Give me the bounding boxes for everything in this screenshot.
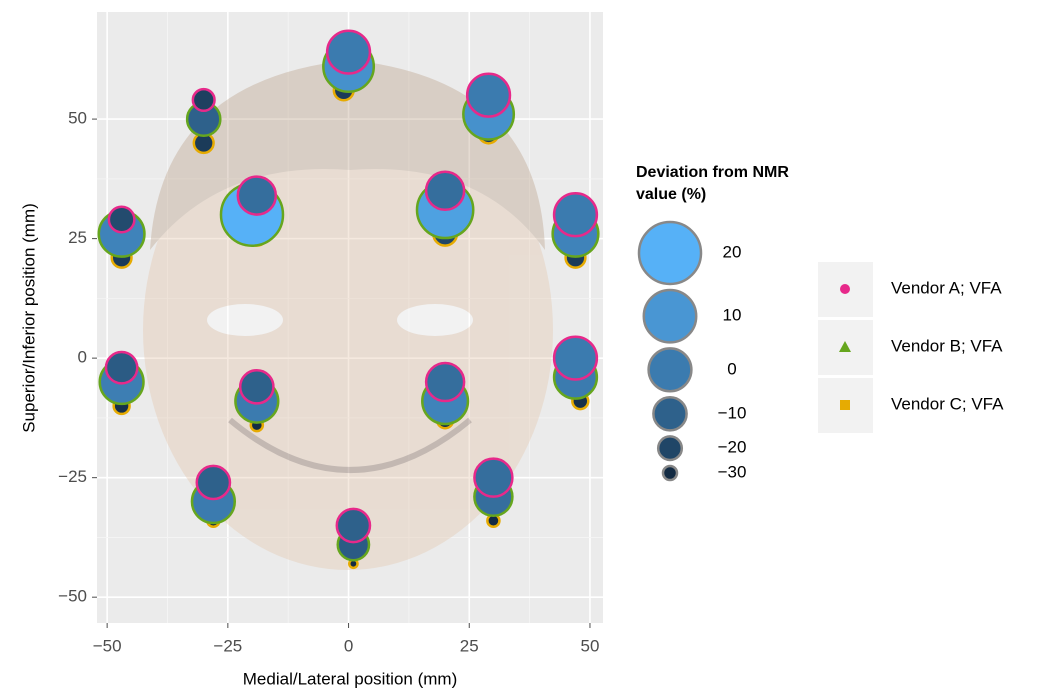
y-tick-label: 0 xyxy=(78,348,87,367)
eye xyxy=(397,304,473,336)
x-tick-label: 0 xyxy=(344,636,353,655)
bubble xyxy=(424,361,466,403)
bubble xyxy=(552,192,599,238)
x-tick-label: 50 xyxy=(581,636,600,655)
size-legend-label: −20 xyxy=(718,438,747,457)
points xyxy=(97,29,600,570)
grid xyxy=(97,12,603,623)
size-legend-label: 0 xyxy=(727,359,736,378)
legend-marker xyxy=(839,341,851,352)
size-legend-key xyxy=(637,220,703,286)
bubble xyxy=(473,457,514,498)
legend-label: Vendor A; VFA xyxy=(891,278,1002,297)
size-legend-label: −30 xyxy=(718,462,747,481)
y-tick-label: −25 xyxy=(58,467,87,486)
bubble xyxy=(191,87,216,113)
bubble xyxy=(335,507,372,544)
bubble xyxy=(104,350,139,385)
mouth xyxy=(228,417,472,473)
eye xyxy=(207,304,283,336)
size-legend-title: Deviation from NMR value (%) xyxy=(636,164,789,203)
size-legend-key xyxy=(642,288,698,344)
size-legend-label: 20 xyxy=(723,242,742,261)
legend-label: Vendor B; VFA xyxy=(891,336,1003,355)
x-tick-label: −25 xyxy=(213,636,242,655)
bubble xyxy=(236,175,278,216)
size-legend-label: −10 xyxy=(718,403,747,422)
y-axis-title: Superior/Inferior position (mm) xyxy=(19,203,38,433)
y-tick-label: 25 xyxy=(68,228,87,247)
x-axis-title: Medial/Lateral position (mm) xyxy=(243,669,457,688)
size-legend-key xyxy=(652,395,688,432)
size-legend-key xyxy=(656,435,684,462)
x-tick-label: −50 xyxy=(93,636,122,655)
y-tick-label: −50 xyxy=(58,587,87,606)
size-legend-key xyxy=(661,464,679,482)
bubble xyxy=(552,335,599,381)
legend-marker xyxy=(840,400,850,410)
y-tick-label: 50 xyxy=(68,109,87,128)
legend-label: Vendor C; VFA xyxy=(891,394,1004,413)
legend-marker xyxy=(840,284,850,294)
size-legend-label: 10 xyxy=(723,306,742,325)
x-tick-label: 25 xyxy=(460,636,479,655)
bubble xyxy=(195,464,232,501)
bubble xyxy=(238,368,275,405)
hair xyxy=(150,60,545,250)
size-legend-key xyxy=(647,347,693,393)
bubble xyxy=(325,29,372,75)
bubble xyxy=(107,205,136,234)
bubble xyxy=(465,72,512,118)
bubble xyxy=(424,170,466,212)
